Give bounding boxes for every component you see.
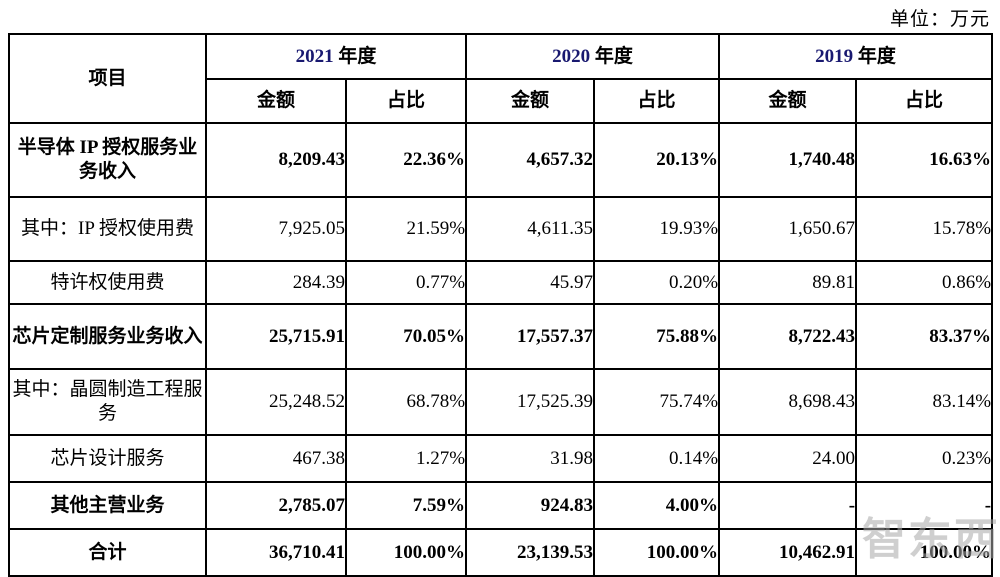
cell-ratio: 7.59%: [344, 481, 468, 530]
table-row: 芯片定制服务业务收入 25,715.91 70.05% 17,557.37 75…: [8, 303, 994, 370]
cell-ratio: 100.00%: [855, 528, 994, 577]
row-label: 芯片设计服务: [8, 434, 207, 483]
row-label: 合计: [8, 528, 207, 577]
header-year-2020: 2020 年度: [465, 33, 721, 80]
year-2019-suffix: 年度: [853, 45, 896, 67]
cell-ratio: 0.14%: [593, 434, 721, 483]
cell-amount: 17,557.37: [465, 303, 596, 370]
header-amount-2020: 金额: [465, 78, 596, 124]
cell-amount: 25,715.91: [205, 303, 347, 370]
cell-ratio: 83.14%: [855, 368, 994, 436]
cell-ratio: -: [855, 481, 994, 530]
cell-ratio: 4.00%: [593, 481, 721, 530]
cell-amount: 8,698.43: [718, 368, 858, 436]
cell-amount: 31.98: [465, 434, 596, 483]
cell-amount: 89.81: [718, 260, 858, 305]
cell-amount: 17,525.39: [465, 368, 596, 436]
header-item: 项目: [8, 33, 207, 124]
table-row: 其中：IP 授权使用费 7,925.05 21.59% 4,611.35 19.…: [8, 196, 994, 262]
header-ratio-2020: 占比: [593, 78, 721, 124]
cell-ratio: 22.36%: [344, 122, 468, 198]
table-row: 其中：晶圆制造工程服务 25,248.52 68.78% 17,525.39 7…: [8, 368, 994, 436]
row-label: 半导体 IP 授权服务业务收入: [8, 122, 207, 198]
row-label: 其中：晶圆制造工程服务: [8, 368, 207, 436]
cell-ratio: 16.63%: [855, 122, 994, 198]
cell-amount: 10,462.91: [718, 528, 858, 577]
year-2020-suffix: 年度: [590, 45, 633, 67]
cell-amount: 8,209.43: [205, 122, 347, 198]
header-amount-2021: 金额: [205, 78, 347, 124]
cell-amount: 8,722.43: [718, 303, 858, 370]
cell-amount: 467.38: [205, 434, 347, 483]
cell-ratio: 20.13%: [593, 122, 721, 198]
header-year-2021: 2021 年度: [204, 33, 468, 80]
cell-ratio: 83.37%: [855, 303, 994, 370]
table-row: 其他主营业务 2,785.07 7.59% 924.83 4.00% - -: [8, 481, 994, 530]
year-2019-number: 2019: [815, 45, 854, 67]
cell-amount: 36,710.41: [205, 528, 347, 577]
cell-amount: 25,248.52: [205, 368, 347, 436]
revenue-table: 项目 2021 年度 2020 年度 2019 年度 金额 占比 金额 占比 金…: [8, 33, 994, 577]
cell-amount: 4,611.35: [465, 196, 596, 262]
row-label: 芯片定制服务业务收入: [8, 303, 207, 370]
row-label: 其他主营业务: [8, 481, 207, 530]
cell-amount: 1,740.48: [718, 122, 858, 198]
cell-ratio: 0.77%: [344, 260, 468, 305]
cell-ratio: 68.78%: [344, 368, 468, 436]
header-row-years: 项目 2021 年度 2020 年度 2019 年度: [8, 33, 994, 124]
cell-ratio: 0.20%: [593, 260, 721, 305]
cell-ratio: 100.00%: [344, 528, 468, 577]
cell-ratio: 1.27%: [344, 434, 468, 483]
cell-ratio: 70.05%: [344, 303, 468, 370]
table-row: 半导体 IP 授权服务业务收入 8,209.43 22.36% 4,657.32…: [8, 122, 994, 198]
unit-label: 单位：万元: [889, 9, 990, 30]
cell-amount: 23,139.53: [465, 528, 596, 577]
table-row-total: 合计 36,710.41 100.00% 23,139.53 100.00% 1…: [8, 528, 994, 577]
cell-amount: -: [718, 481, 858, 530]
cell-amount: 4,657.32: [465, 122, 596, 198]
year-2020-number: 2020: [552, 45, 591, 67]
cell-amount: 45.97: [465, 260, 596, 305]
cell-amount: 7,925.05: [205, 196, 347, 262]
cell-amount: 924.83: [465, 481, 596, 530]
cell-ratio: 75.74%: [593, 368, 721, 436]
cell-amount: 2,785.07: [205, 481, 347, 530]
cell-ratio: 0.23%: [855, 434, 994, 483]
header-ratio-2021: 占比: [344, 78, 468, 124]
year-2021-suffix: 年度: [333, 45, 377, 67]
cell-ratio: 0.86%: [855, 260, 994, 305]
cell-ratio: 19.93%: [593, 196, 721, 262]
cell-ratio: 21.59%: [344, 196, 468, 262]
cell-amount: 284.39: [205, 260, 347, 305]
table-row: 芯片设计服务 467.38 1.27% 31.98 0.14% 24.00 0.…: [8, 434, 994, 483]
table-row: 特许权使用费 284.39 0.77% 45.97 0.20% 89.81 0.…: [8, 260, 994, 305]
row-label: 其中：IP 授权使用费: [8, 196, 207, 262]
cell-ratio: 75.88%: [593, 303, 721, 370]
year-2021-number: 2021: [295, 45, 334, 67]
header-amount-2019: 金额: [718, 78, 858, 124]
row-label: 特许权使用费: [8, 260, 207, 305]
cell-amount: 1,650.67: [718, 196, 858, 262]
cell-ratio: 100.00%: [593, 528, 721, 577]
header-row-subcolumns: 金额 占比 金额 占比 金额 占比: [9, 78, 994, 124]
header-ratio-2019: 占比: [855, 78, 994, 124]
cell-ratio: 15.78%: [855, 196, 994, 262]
header-year-2019: 2019 年度: [718, 33, 994, 80]
cell-amount: 24.00: [718, 434, 858, 483]
